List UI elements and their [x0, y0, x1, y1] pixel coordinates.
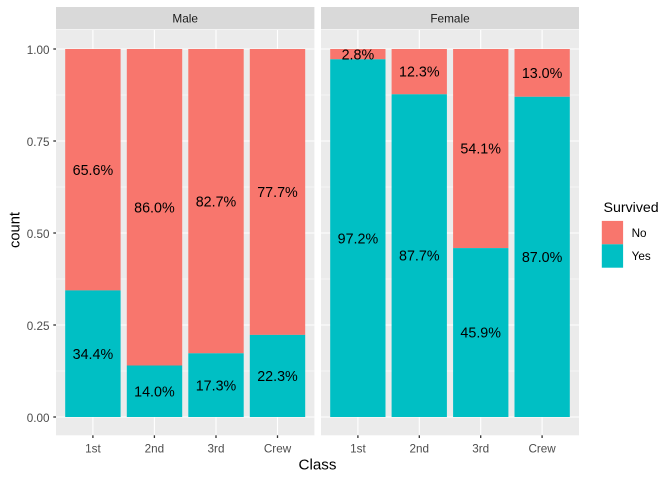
- svg-text:2.8%: 2.8%: [342, 47, 375, 63]
- svg-text:14.0%: 14.0%: [134, 384, 175, 400]
- svg-text:87.0%: 87.0%: [522, 250, 563, 266]
- svg-text:1st: 1st: [85, 443, 101, 456]
- svg-text:Class: Class: [299, 456, 337, 473]
- svg-text:3rd: 3rd: [208, 443, 225, 456]
- svg-text:count: count: [7, 212, 23, 248]
- svg-text:65.6%: 65.6%: [73, 163, 114, 179]
- svg-text:2nd: 2nd: [410, 443, 430, 456]
- svg-text:54.1%: 54.1%: [460, 142, 501, 158]
- svg-text:45.9%: 45.9%: [460, 326, 501, 342]
- svg-text:34.4%: 34.4%: [73, 347, 114, 363]
- svg-text:Male: Male: [172, 12, 198, 26]
- svg-text:17.3%: 17.3%: [196, 378, 237, 394]
- svg-text:86.0%: 86.0%: [134, 200, 175, 216]
- svg-text:22.3%: 22.3%: [257, 369, 298, 385]
- svg-text:87.7%: 87.7%: [399, 249, 440, 265]
- svg-text:Crew: Crew: [528, 443, 556, 456]
- svg-text:1.00: 1.00: [27, 44, 50, 57]
- svg-text:77.7%: 77.7%: [257, 185, 298, 201]
- svg-text:0.25: 0.25: [27, 320, 50, 333]
- svg-text:2nd: 2nd: [145, 443, 165, 456]
- svg-text:3rd: 3rd: [472, 443, 489, 456]
- svg-text:Yes: Yes: [632, 250, 651, 263]
- svg-text:Crew: Crew: [264, 443, 292, 456]
- svg-text:97.2%: 97.2%: [338, 231, 379, 247]
- svg-text:Survived: Survived: [604, 200, 659, 216]
- svg-text:1st: 1st: [350, 443, 366, 456]
- svg-text:No: No: [632, 227, 647, 240]
- svg-text:0.50: 0.50: [27, 228, 50, 241]
- svg-text:0.75: 0.75: [27, 136, 50, 149]
- svg-text:13.0%: 13.0%: [522, 66, 563, 82]
- svg-text:Female: Female: [430, 12, 470, 26]
- svg-text:12.3%: 12.3%: [399, 65, 440, 81]
- svg-text:82.7%: 82.7%: [196, 194, 237, 210]
- svg-text:0.00: 0.00: [27, 412, 50, 425]
